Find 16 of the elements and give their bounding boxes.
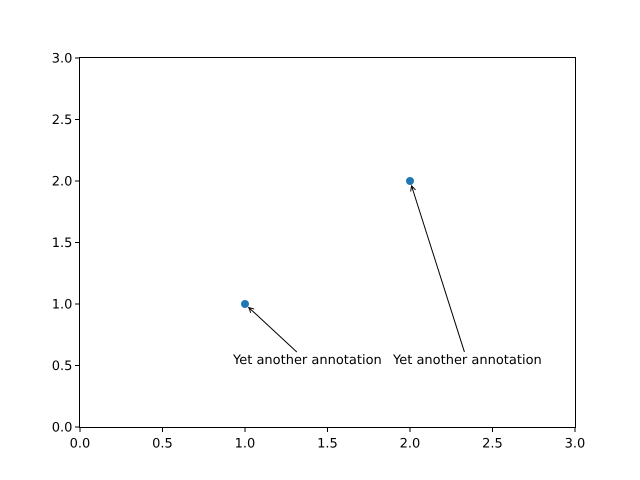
y-tick-label: 0.5 xyxy=(52,359,72,374)
y-tick-label: 2.0 xyxy=(52,174,72,190)
x-tick-label: 1.5 xyxy=(317,436,338,452)
annotation: Yet another annotation xyxy=(232,353,382,368)
x-tick-label: 1.0 xyxy=(234,436,256,452)
y-tick-label: 3.0 xyxy=(52,52,72,67)
x-tick-label: 2.5 xyxy=(482,436,503,452)
y-tick-label: 2.5 xyxy=(52,113,72,128)
y-tick-label: 0.0 xyxy=(52,420,72,436)
y-tick-label: 1.0 xyxy=(52,298,72,313)
x-tick-label: 0.5 xyxy=(152,436,173,452)
y-tick-label: 1.5 xyxy=(52,236,72,252)
x-tick-label: 2.0 xyxy=(400,436,420,452)
x-tick-label: 0.0 xyxy=(70,436,90,452)
x-tick-label: 3.0 xyxy=(564,436,586,452)
annotation: Yet another annotation xyxy=(392,353,542,368)
